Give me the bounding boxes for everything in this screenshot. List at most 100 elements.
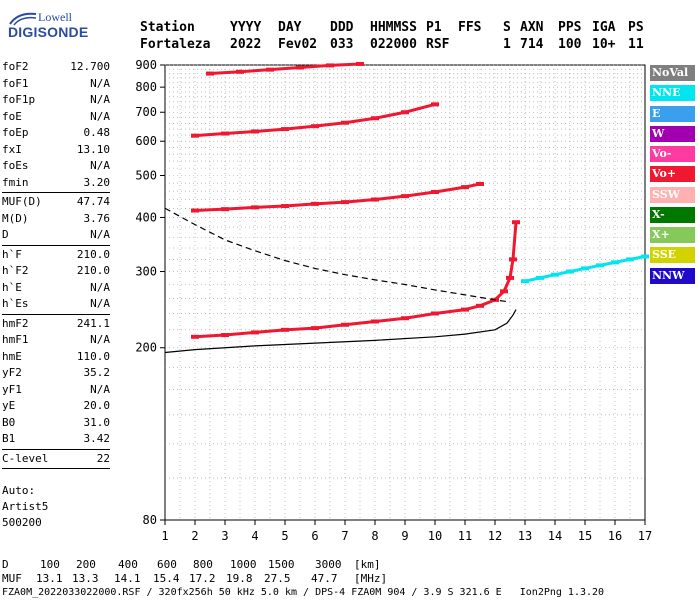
echo-point [641, 254, 649, 259]
param-name: hmF1 [2, 333, 29, 346]
param-row: C-level 22 [2, 451, 110, 468]
footer-d-value: 400 [118, 558, 138, 571]
param-value: N/A [90, 333, 110, 346]
logo-line1: Lowell [38, 10, 72, 24]
header-label-9: PPS [558, 20, 582, 35]
param-row: hmF2 241.1 [2, 316, 110, 333]
param-name: yE [2, 399, 16, 412]
param-value: 31.0 [83, 415, 111, 429]
param-name: hmE [2, 349, 22, 363]
param-value: 3.76 [83, 211, 111, 225]
param-separator [2, 468, 110, 469]
legend-item-vo-: Vo- [650, 146, 695, 162]
footer-muf-value: 14.1 [114, 572, 141, 585]
param-row: foF1 N/A [2, 76, 110, 93]
param-value: 210.0 [76, 264, 110, 277]
param-name: h`F2 [2, 264, 29, 277]
echo-trace [209, 62, 361, 76]
param-row: h`E N/A [2, 280, 110, 297]
echo-trace [194, 102, 436, 138]
autoscale-line1: Auto: [2, 484, 36, 497]
param-name: B0 [2, 415, 16, 429]
param-name: MUF(D) [2, 195, 42, 208]
footer-d-value: 800 [193, 558, 213, 571]
param-separator [2, 448, 110, 450]
header-value-10: 10+ [592, 37, 616, 52]
header-value-5: RSF [426, 37, 450, 52]
muf-dashed-curve [164, 207, 511, 303]
param-value: 35.2 [83, 366, 111, 379]
param-separator [2, 244, 110, 246]
profile-curve [164, 309, 517, 354]
y-tick-label: 80 [143, 513, 157, 527]
param-row: foE N/A [2, 109, 110, 126]
param-value: N/A [90, 109, 110, 123]
header-value-3: 033 [330, 37, 354, 52]
x-tick-label: 9 [401, 529, 408, 543]
footer-muf-unit: [MHz] [354, 572, 388, 585]
param-name: fxI [2, 142, 22, 156]
param-value: 241.1 [76, 316, 110, 330]
legend-item-sse: SSE [650, 247, 695, 264]
x-tick-label: 3 [221, 529, 228, 543]
param-value: N/A [90, 93, 110, 106]
y-tick-label: 800 [135, 80, 157, 94]
legend-item-vo-: Vo+ [650, 166, 695, 183]
footer-file-info: FZA0M_2022033022000.RSF / 320fx256h 50 k… [2, 587, 605, 598]
y-tick-label: 900 [135, 58, 157, 72]
antenna-icon [9, 12, 37, 26]
header-label-3: DDD [330, 20, 354, 35]
footer-d-value: 1500 [268, 558, 295, 571]
param-row: hmE 110.0 [2, 349, 110, 366]
header-value-2: Fev02 [278, 37, 318, 52]
param-name: fmin [2, 175, 29, 189]
footer-muf-value: 47.7 [311, 572, 338, 585]
param-value: 0.48 [83, 126, 111, 139]
header-label-8: AXN [520, 20, 544, 35]
param-value: 13.10 [76, 142, 110, 156]
param-name: h`Es [2, 297, 29, 310]
legend-item-ssw: SSW [650, 186, 695, 203]
param-row: M(D) 3.76 [2, 211, 110, 228]
header-value-4: 022000 [370, 37, 417, 52]
param-name: D [2, 228, 9, 241]
header-label-10: IGA [592, 20, 616, 35]
x-tick-label: 17 [638, 529, 652, 543]
param-value: N/A [90, 382, 110, 396]
param-value: 12.700 [70, 60, 110, 73]
legend-item-noval: NoVal [650, 65, 695, 81]
y-tick-label: 200 [135, 341, 157, 355]
echo-trace [524, 255, 646, 283]
header-value-1: 2022 [230, 37, 262, 52]
param-value: N/A [90, 280, 110, 294]
param-row: yF1 N/A [2, 382, 110, 399]
header-label-4: HHMMSS [370, 20, 417, 35]
param-row: hmF1 N/A [2, 332, 110, 349]
legend-item-nne: NNE [650, 85, 695, 102]
echo-trace [194, 222, 518, 339]
x-tick-label: 4 [251, 529, 258, 543]
x-tick-label: 12 [488, 529, 502, 543]
footer-d-value: 600 [157, 558, 177, 571]
logo-line2: DIGISONDE [8, 24, 89, 40]
footer-muf-label: MUF [2, 572, 22, 585]
x-tick-label: 14 [548, 529, 562, 543]
param-row: foEs N/A [2, 158, 110, 175]
echo-point [356, 61, 364, 66]
param-row: fmin 3.20 [2, 175, 110, 192]
x-tick-label: 2 [191, 529, 198, 543]
header-label-7: S [503, 20, 511, 35]
legend-item-x-: X+ [650, 227, 695, 243]
param-value: 20.0 [83, 399, 111, 412]
param-row: MUF(D) 47.74 [2, 194, 110, 211]
footer-muf-value: 13.1 [36, 572, 63, 585]
param-row: yF2 35.2 [2, 365, 110, 382]
param-name: h`F [2, 247, 22, 261]
param-name: foF1p [2, 93, 36, 106]
header-value-0: Fortaleza [140, 37, 211, 52]
footer-muf-value: 17.2 [189, 572, 216, 585]
legend-item-nnw: NNW [650, 267, 695, 284]
legend-item-w: W [650, 125, 695, 142]
footer-d-value: 1000 [230, 558, 257, 571]
